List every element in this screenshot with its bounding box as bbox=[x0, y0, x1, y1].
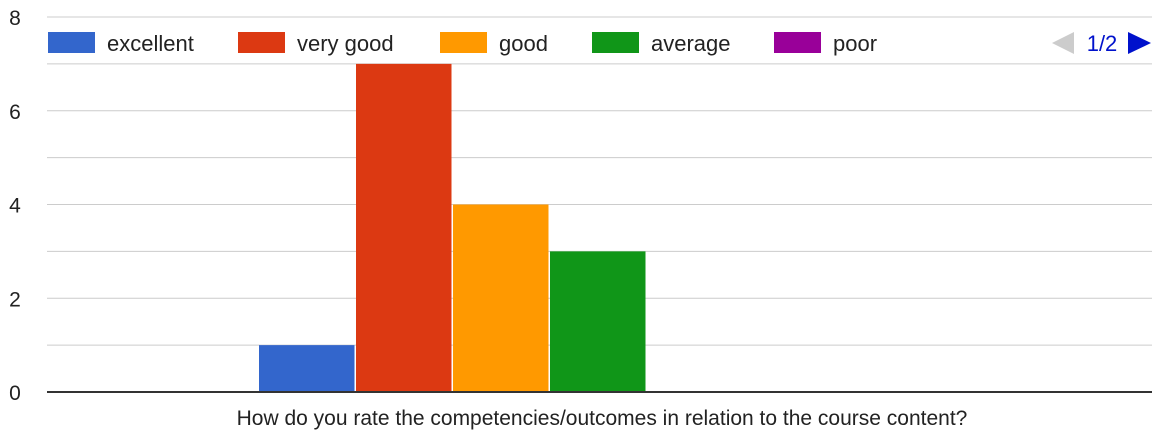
legend-label: average bbox=[651, 31, 731, 56]
bar-very-good[interactable] bbox=[356, 63, 452, 392]
y-tick-label: 4 bbox=[9, 195, 21, 218]
bar-excellent[interactable] bbox=[259, 345, 355, 392]
legend: excellent very good good average poor bbox=[48, 31, 877, 56]
bar-average[interactable] bbox=[550, 251, 646, 392]
legend-label: poor bbox=[833, 31, 877, 56]
triangle-left-icon[interactable] bbox=[1052, 32, 1074, 54]
legend-label: excellent bbox=[107, 31, 194, 56]
legend-pager: 1/2 bbox=[1052, 31, 1151, 56]
x-category-label: How do you rate the competencies/outcome… bbox=[237, 407, 968, 430]
y-axis-ticks: 0 2 4 6 8 bbox=[9, 7, 21, 405]
legend-label: very good bbox=[297, 31, 394, 56]
legend-swatch bbox=[440, 32, 487, 53]
legend-swatch bbox=[48, 32, 95, 53]
triangle-right-icon[interactable] bbox=[1128, 32, 1151, 54]
legend-label: good bbox=[499, 31, 548, 56]
legend-swatch bbox=[774, 32, 821, 53]
y-tick-label: 2 bbox=[9, 288, 21, 311]
legend-swatch bbox=[592, 32, 639, 53]
legend-swatch bbox=[238, 32, 285, 53]
legend-page-label: 1/2 bbox=[1087, 31, 1118, 56]
y-tick-label: 0 bbox=[9, 382, 21, 405]
y-tick-label: 8 bbox=[9, 7, 21, 30]
bars bbox=[259, 63, 646, 393]
bar-good[interactable] bbox=[453, 204, 549, 393]
y-tick-label: 6 bbox=[9, 101, 21, 124]
